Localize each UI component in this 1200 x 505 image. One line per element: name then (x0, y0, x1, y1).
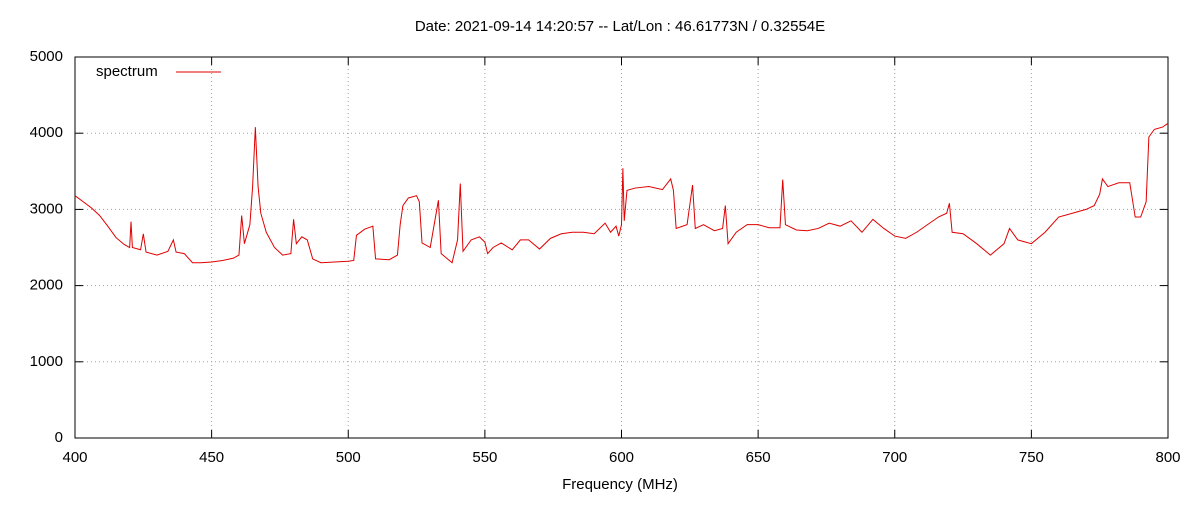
y-tick-label: 4000 (30, 124, 63, 141)
x-tick-label: 450 (199, 449, 224, 466)
x-tick-label: 700 (882, 449, 907, 466)
x-tick-label: 550 (472, 449, 497, 466)
x-axis-label: Frequency (MHz) (562, 476, 678, 493)
y-tick-label: 0 (55, 429, 63, 446)
y-tick-label: 5000 (30, 48, 63, 65)
chart-title: Date: 2021-09-14 14:20:57 -- Lat/Lon : 4… (415, 18, 825, 35)
x-tick-label: 600 (609, 449, 634, 466)
legend-label: spectrum (96, 63, 158, 80)
y-tick-label: 1000 (30, 353, 63, 370)
x-tick-label: 800 (1155, 449, 1180, 466)
x-tick-label: 650 (746, 449, 771, 466)
x-tick-label: 750 (1019, 449, 1044, 466)
x-tick-label: 500 (336, 449, 361, 466)
x-tick-label: 400 (62, 449, 87, 466)
y-tick-label: 3000 (30, 200, 63, 217)
series-line (74, 122, 1169, 264)
plot-frame (74, 56, 1169, 439)
y-tick-label: 2000 (30, 277, 63, 294)
